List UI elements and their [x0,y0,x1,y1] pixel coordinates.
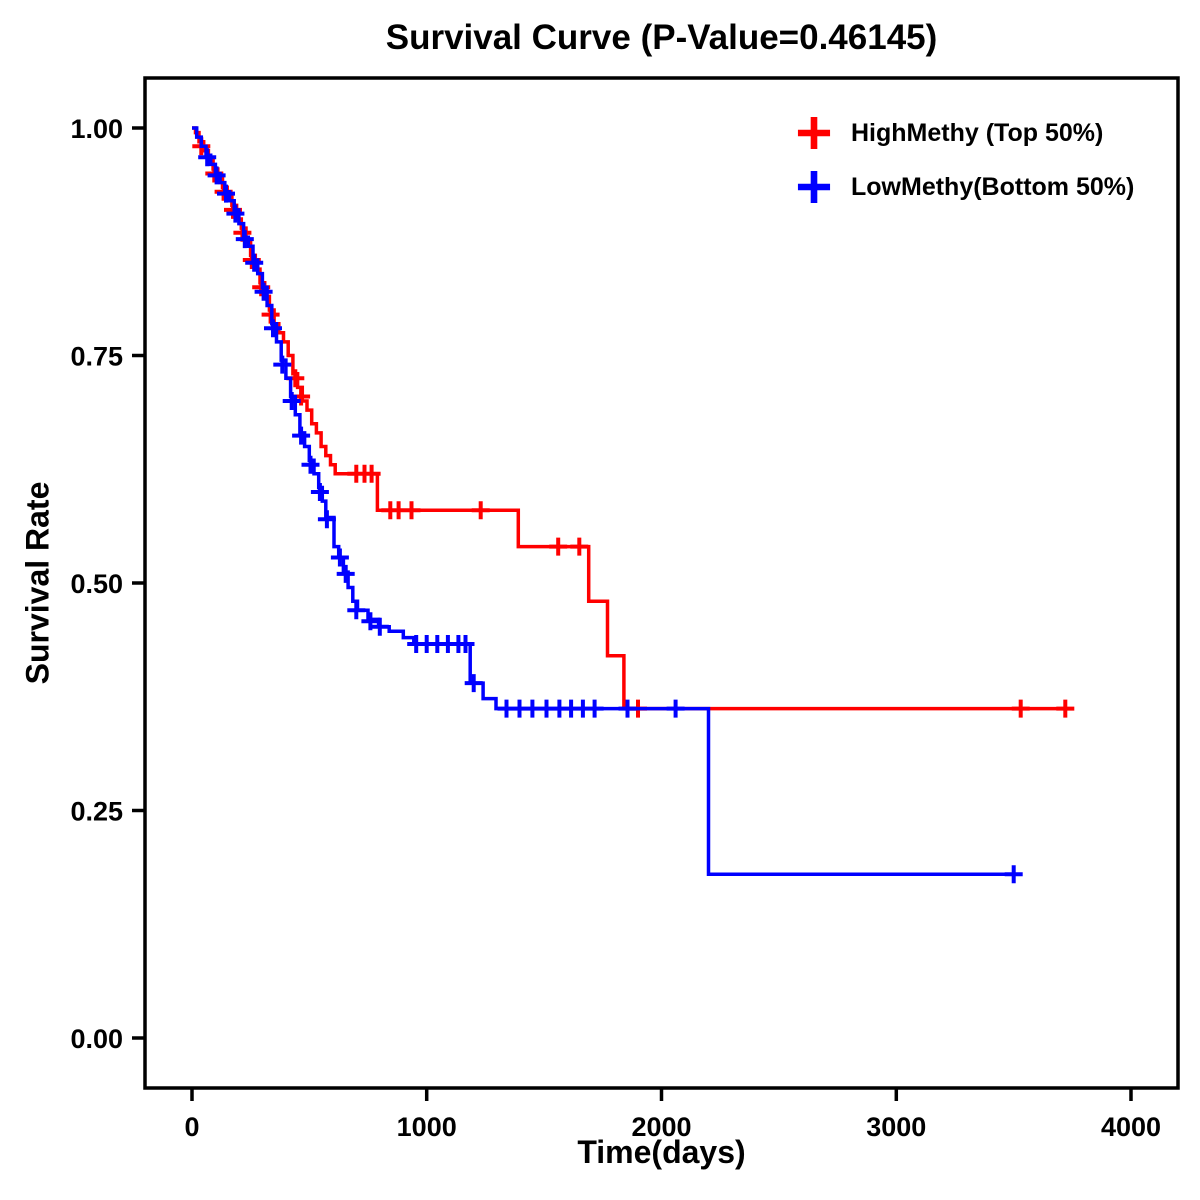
y-tick-label: 0.25 [70,797,123,827]
lowmethy-curve [192,126,1016,876]
x-tick-label: 2000 [631,1112,691,1142]
x-tick-label: 1000 [397,1112,457,1142]
x-tick-label: 3000 [866,1112,926,1142]
legend-item-lowmethy: LowMethy(Bottom 50%) [795,170,1134,204]
highmethy-censor-marks [192,137,1075,718]
highmethy-plus-icon [797,116,831,150]
highmethy-curve [192,126,1068,711]
x-tick-label: 0 [184,1112,199,1142]
y-tick-label: 0.50 [70,569,123,599]
x-tick-label: 4000 [1101,1112,1161,1142]
legend-label-lowmethy: LowMethy(Bottom 50%) [851,172,1135,201]
y-axis-label: Survival Rate [19,481,56,685]
legend-label-highmethy: HighMethy (Top 50%) [851,118,1104,147]
lowmethy-censor-marks [198,148,1023,884]
y-tick-label: 1.00 [70,114,123,144]
legend-item-highmethy: HighMethy (Top 50%) [795,116,1134,150]
x-axis-label: Time(days) [577,1134,746,1170]
chart-title: Survival Curve (P-Value=0.46145) [385,18,938,57]
y-tick-label: 0.00 [70,1024,123,1054]
chart-legend: HighMethy (Top 50%) LowMethy(Bottom 50%) [795,116,1134,204]
plot-border [143,76,1180,1090]
lowmethy-plus-icon [797,170,831,204]
y-tick-label: 0.75 [70,342,123,372]
